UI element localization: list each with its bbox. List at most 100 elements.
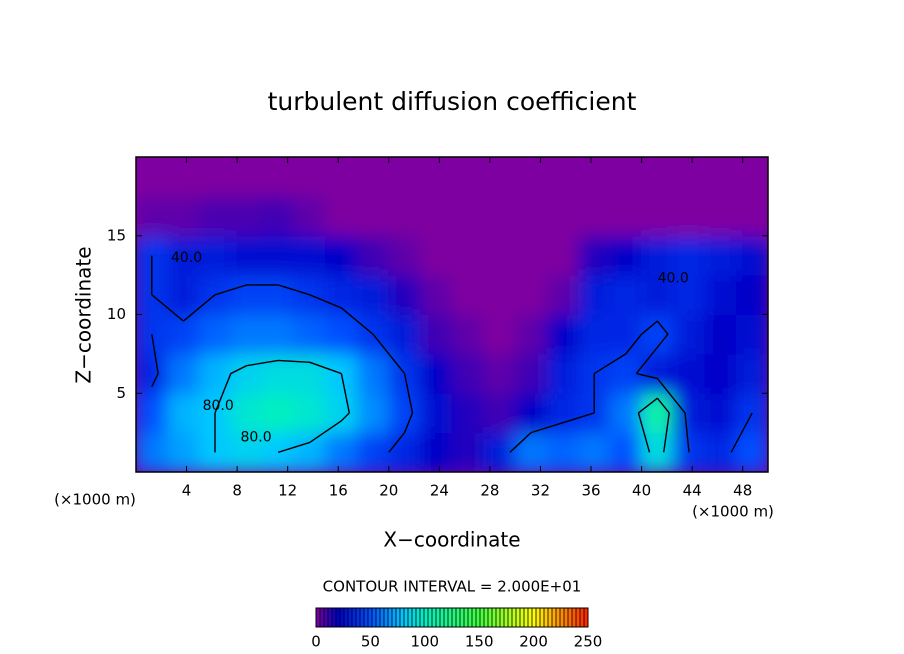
cell: [419, 392, 453, 434]
contour-label: 80.0: [203, 398, 234, 414]
contour-line: [151, 255, 753, 453]
colorbar-swatch: [356, 608, 361, 627]
cell: [609, 235, 643, 276]
cell: [514, 392, 548, 434]
cell: [167, 314, 200, 355]
cell: [704, 274, 737, 315]
contour-label: 80.0: [240, 429, 271, 445]
cell: [325, 195, 358, 237]
x-axis-label: X−coordinate: [383, 528, 520, 552]
colorbar-swatch: [396, 608, 401, 627]
cell: [198, 157, 232, 197]
cell: [230, 157, 263, 197]
colorbar-swatch: [548, 608, 553, 627]
x-tick-label: 24: [430, 482, 449, 500]
colorbar-swatch: [564, 608, 569, 627]
cell: [483, 314, 516, 355]
colorbar-swatch: [572, 608, 577, 627]
cell: [704, 314, 737, 355]
cell: [167, 274, 200, 315]
colorbar-swatch: [476, 608, 481, 627]
colorbar-swatch: [340, 608, 345, 627]
cell: [198, 314, 232, 355]
cell: [577, 195, 611, 237]
cell: [167, 195, 200, 237]
colorbar-swatch: [372, 608, 377, 627]
cell: [356, 353, 390, 394]
cell: [230, 274, 263, 315]
cell: [704, 235, 737, 276]
colorbar-swatch: [524, 608, 529, 627]
cell: [167, 157, 200, 197]
cell: [514, 432, 548, 472]
cell: [419, 432, 453, 472]
x-tick-label: 8: [232, 482, 242, 500]
colorbar-swatch: [492, 608, 497, 627]
colorbar-swatch: [400, 608, 405, 627]
cell: [577, 235, 611, 276]
cell: [293, 235, 327, 276]
cell: [388, 274, 421, 315]
colorbar-swatch: [444, 608, 449, 627]
cell: [167, 235, 200, 276]
colorbar-tick-label: 0: [311, 633, 321, 651]
cell: [325, 392, 358, 434]
colorbar-swatch: [344, 608, 349, 627]
cell: [577, 432, 611, 472]
cell: [419, 195, 453, 237]
cell: [577, 314, 611, 355]
cell: [735, 353, 768, 394]
colorbar-swatch: [364, 608, 369, 627]
colorbar-swatch: [520, 608, 525, 627]
x-tick-label: 12: [278, 482, 297, 500]
colorbar-swatch: [500, 608, 505, 627]
cell: [704, 353, 737, 394]
cell: [483, 195, 516, 237]
colorbar-swatch: [544, 608, 549, 627]
cell: [419, 235, 453, 276]
cell: [388, 314, 421, 355]
colorbar-swatch: [488, 608, 493, 627]
y-tick-label: 5: [116, 384, 126, 402]
cell: [514, 195, 548, 237]
colorbar-swatch: [436, 608, 441, 627]
cell: [483, 235, 516, 276]
colorbar-swatch: [584, 608, 589, 627]
cell: [293, 157, 327, 197]
colorbar-swatch: [452, 608, 457, 627]
cell: [356, 235, 390, 276]
colorbar-swatch: [384, 608, 389, 627]
colorbar-swatch: [336, 608, 341, 627]
cell: [230, 353, 263, 394]
colorbar-swatch: [496, 608, 501, 627]
cell: [704, 157, 737, 197]
cell: [641, 432, 674, 472]
cell: [483, 353, 516, 394]
cell: [167, 392, 200, 434]
cell: [136, 432, 169, 472]
field: 40.0 80.0 80.0 40.0: [136, 157, 768, 472]
cell: [388, 432, 421, 472]
cell: [356, 274, 390, 315]
cell: [388, 235, 421, 276]
cell: [293, 392, 327, 434]
cell: [483, 392, 516, 434]
colorbar-swatch: [376, 608, 381, 627]
cell: [672, 392, 706, 434]
cell: [293, 353, 327, 394]
cell: [198, 353, 232, 394]
cell: [704, 392, 737, 434]
cell: [261, 195, 295, 237]
cell: [325, 432, 358, 472]
colorbar-swatch: [480, 608, 485, 627]
colorbar-tick-label: 100: [410, 633, 439, 651]
cell: [356, 392, 390, 434]
x-tick-label: 20: [379, 482, 398, 500]
cell: [546, 157, 579, 197]
cell: [230, 314, 263, 355]
cell: [293, 432, 327, 472]
cell: [325, 157, 358, 197]
cell: [546, 314, 579, 355]
cell: [419, 274, 453, 315]
cell: [672, 314, 706, 355]
